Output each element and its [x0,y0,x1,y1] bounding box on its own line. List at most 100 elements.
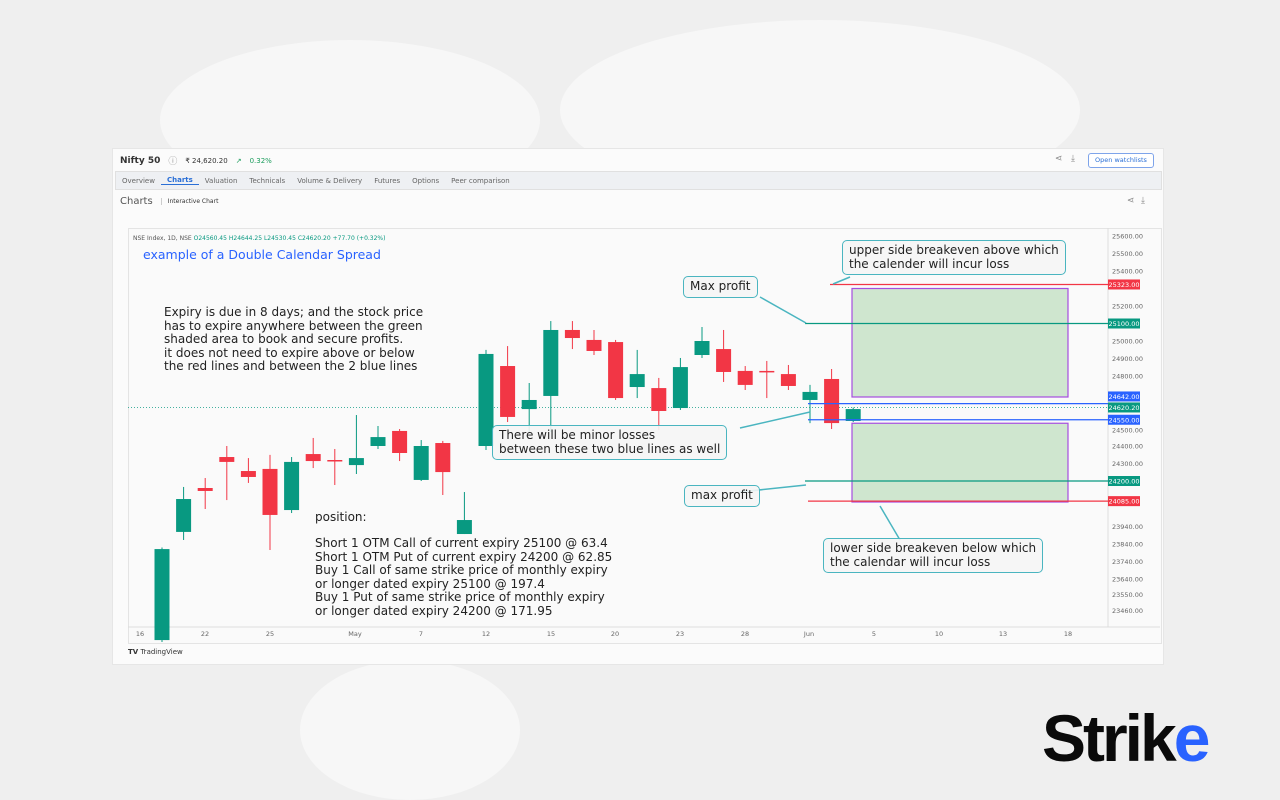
candle-body [759,370,775,373]
index-change: 0.32% [249,156,272,165]
price-label: 24620.20 [1108,404,1139,412]
time-tick-label: 16 [136,630,144,638]
candle-body [564,329,580,339]
candle-body [348,458,364,466]
tab-volume-delivery[interactable]: Volume & Delivery [297,176,363,185]
candle-body [478,353,494,446]
time-tick-label: 20 [611,630,619,638]
price-tick-label: 25600.00 [1112,232,1143,240]
low-value: L24530.45 [263,235,296,242]
map-shape [300,660,520,800]
price-tick-label: 24400.00 [1112,442,1143,450]
callout-pointer [759,296,807,324]
price-label: 24200.00 [1108,478,1139,486]
candle-body [305,454,321,462]
candle-body [672,367,688,409]
price-label-bg [1108,414,1140,425]
share-icon[interactable]: ⋖ [1127,196,1135,206]
position-title: position: [315,510,367,524]
price-label-bg [1108,496,1140,507]
position-details: Short 1 OTM Call of current expiry 25100… [315,536,613,618]
section-title: Charts [120,196,153,207]
index-price: ₹ 24,620.20 [185,156,228,165]
candle-body [197,488,213,491]
price-tick-label: 25400.00 [1112,267,1143,275]
download-icon[interactable]: ⤓ [1071,154,1075,164]
price-tick-label: 24300.00 [1112,460,1143,468]
symbol-label: NSE Index, 1D, NSE [133,235,192,242]
price-label: 25323.00 [1108,281,1139,289]
tab-technicals[interactable]: Technicals [249,176,286,185]
price-tick-label: 25500.00 [1112,250,1143,258]
candle-body [586,339,602,351]
tab-peer-comparison[interactable]: Peer comparison [451,176,510,185]
callout-pointer [739,411,811,429]
interactive-chart-link[interactable]: Interactive Chart [160,198,218,205]
tab-overview[interactable]: Overview [122,176,155,185]
candle-body [435,443,451,473]
share-icon[interactable]: ⋖ [1055,154,1063,164]
callout-pointer [832,276,851,285]
minor-losses-callout: There will be minor losses between these… [492,425,728,460]
candle-body [651,388,667,411]
time-tick-label: 7 [419,630,423,638]
tv-icon: TV [128,648,139,656]
tab-futures[interactable]: Futures [374,176,401,185]
time-tick-label: Jun [803,630,814,638]
change-value: +77.70 (+0.32%) [332,235,386,242]
price-label-bg [1108,391,1140,402]
candle-body [824,378,840,424]
time-tick-label: May [348,630,362,638]
time-tick-label: 15 [547,630,555,638]
candle-body [370,437,386,446]
stock-header: Nifty 50 ⓘ ₹ 24,620.20 ↗ 0.32% [120,154,272,168]
candle-body [694,341,710,355]
info-icon[interactable]: ⓘ [168,157,178,167]
candle-body [716,349,732,372]
tab-charts[interactable]: Charts [160,176,199,185]
candle-body [500,366,516,417]
download-icon[interactable]: ⤓ [1141,196,1145,206]
price-tick-label: 25000.00 [1112,337,1143,345]
close-value: C24620.20 [297,235,331,242]
candle-body [456,520,472,535]
candle-body [240,471,256,477]
price-tick-label: 24500.00 [1112,427,1143,435]
index-name: Nifty 50 [120,155,161,166]
candle-body [629,374,645,388]
price-label: 24642.00 [1108,393,1139,401]
trend-up-icon: ↗ [235,156,242,165]
candle-body [392,430,408,453]
tradingview-label: TradingView [140,648,183,656]
price-tick-label: 23640.00 [1112,575,1143,583]
strike-logo: Strike [1042,701,1210,775]
time-tick-label: 18 [1064,630,1072,638]
time-tick-label: 22 [201,630,209,638]
price-tick-label: 24800.00 [1112,372,1143,380]
candle-body [737,370,753,385]
profit-zone [851,287,1069,398]
tab-options[interactable]: Options [412,176,440,185]
candle-body [284,461,300,511]
open-watchlists-button[interactable]: Open watchlists [1088,153,1154,168]
price-tick-label: 23550.00 [1112,591,1143,599]
time-tick-label: 10 [935,630,943,638]
candle-body [521,399,537,410]
candle-body [845,409,861,421]
expiry-note: Expiry is due in 8 days; and the stock p… [164,305,424,373]
price-tick-label: 23740.00 [1112,558,1143,566]
time-tick-label: 23 [676,630,684,638]
ohlc-legend: NSE Index, 1D, NSE O24560.45 H24644.25 L… [133,235,385,242]
price-tick-label: 23460.00 [1112,607,1143,615]
time-tick-label: 12 [482,630,490,638]
candle-body [413,446,429,480]
max-profit-upper-callout: Max profit [683,276,758,298]
price-label-bg [1108,402,1140,413]
tradingview-logo[interactable]: TV TradingView [128,648,183,656]
candle-body [262,468,278,515]
price-label-bg [1108,318,1140,329]
tab-valuation[interactable]: Valuation [204,176,238,185]
price-tick-label: 23840.00 [1112,540,1143,548]
open-value: O24560.45 [193,235,227,242]
